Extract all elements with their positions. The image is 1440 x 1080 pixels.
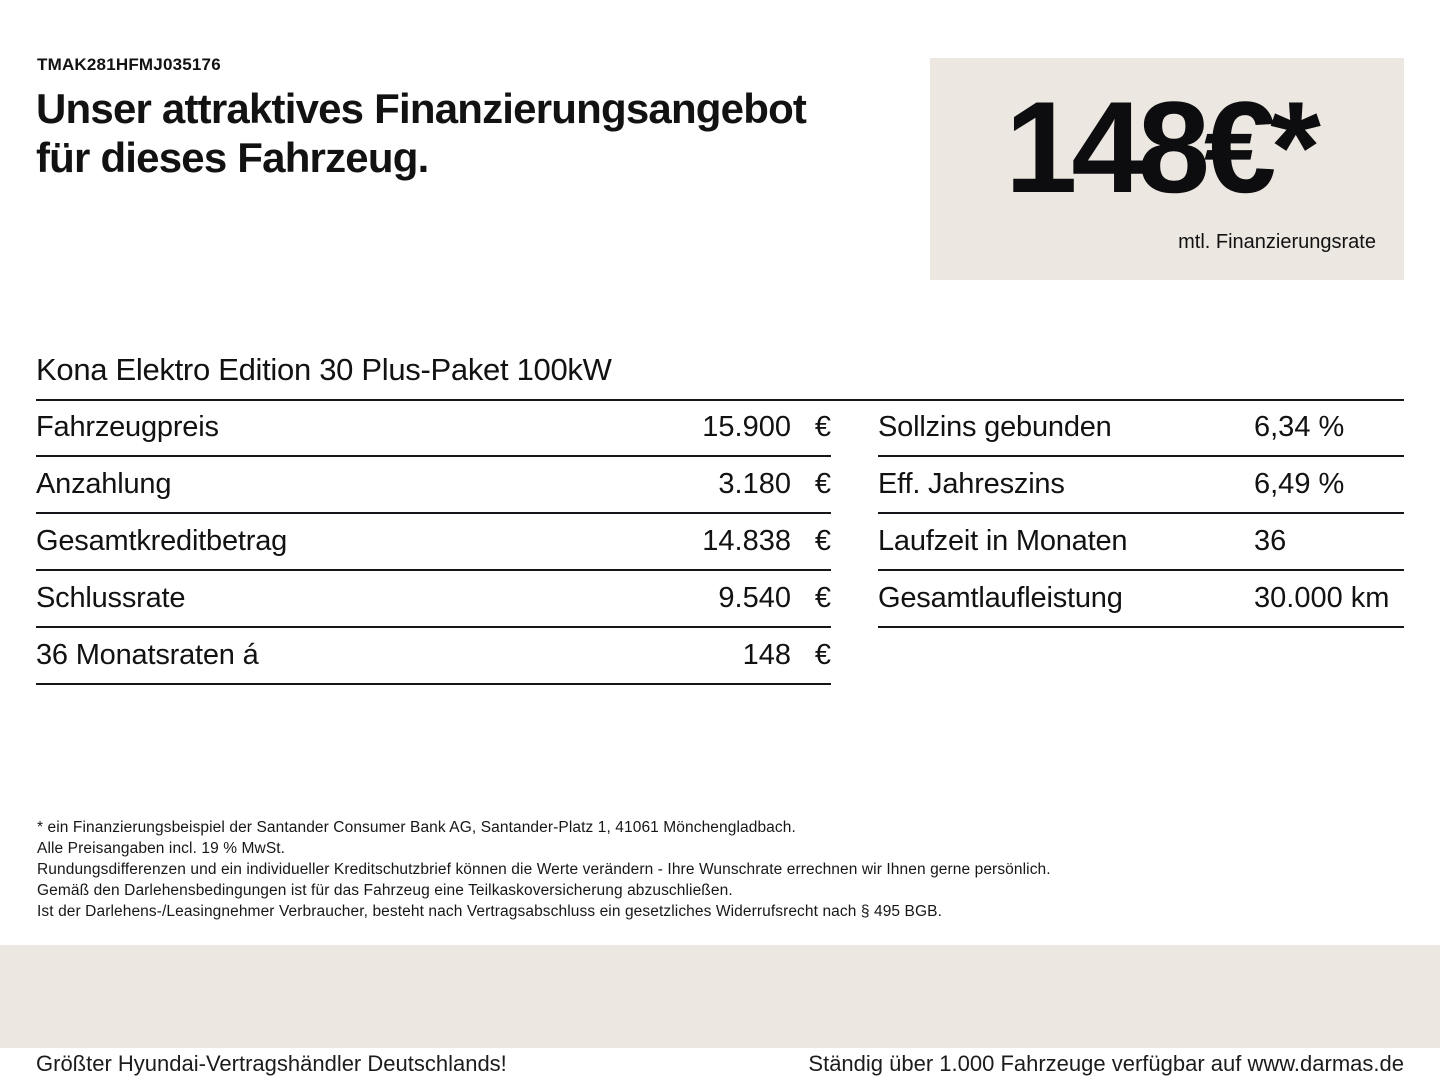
finance-row-anzahlung: Anzahlung 3.180 € — [36, 457, 831, 514]
finance-value: 30.000 km — [1254, 582, 1390, 614]
finance-table: Fahrzeugpreis 15.900 € Anzahlung 3.180 €… — [36, 400, 1404, 685]
disclaimer-line: Gemäß den Darlehensbedingungen ist für d… — [37, 882, 733, 899]
finance-label: Schlussrate — [36, 582, 186, 614]
footer-band: Automobile DARMAS Santander — [0, 945, 1440, 1048]
finance-unit: € — [814, 639, 831, 671]
finance-row-sollzins: Sollzins gebunden 6,34 % — [878, 400, 1404, 457]
finance-row-laufzeit: Laufzeit in Monaten 36 — [878, 514, 1404, 571]
vehicle-vin: TMAK281HFMJ035176 — [37, 55, 221, 74]
page-title-line1: Unser attraktives Finanzierungsangebot — [36, 85, 807, 132]
finance-value: 148 — [742, 639, 791, 671]
dealer-website-text: Ständig über 1.000 Fahrzeuge verfügbar a… — [808, 1051, 1404, 1076]
dealer-claim-text: Größter Hyundai-Vertragshändler Deutschl… — [36, 1051, 507, 1076]
finance-value: 6,34 % — [1254, 411, 1345, 443]
finance-table-right-column: Sollzins gebunden 6,34 % Eff. Jahreszins… — [878, 400, 1404, 628]
vehicle-title: Kona Elektro Edition 30 Plus-Paket 100kW — [36, 352, 612, 387]
finance-unit: € — [814, 525, 831, 557]
finance-unit: € — [814, 468, 831, 500]
monthly-rate-caption: mtl. Finanzierungsrate — [1178, 231, 1376, 253]
finance-row-gesamtlaufleistung: Gesamtlaufleistung 30.000 km — [878, 571, 1404, 628]
bottom-strip: Größter Hyundai-Vertragshändler Deutschl… — [0, 1048, 1440, 1080]
finance-value: 36 — [1254, 525, 1287, 557]
finance-row-fahrzeugpreis: Fahrzeugpreis 15.900 € — [36, 400, 831, 457]
finance-value: 6,49 % — [1254, 468, 1345, 500]
finance-label: Eff. Jahreszins — [878, 468, 1065, 500]
disclaimer-line: * ein Finanzierungsbeispiel der Santande… — [37, 819, 796, 836]
finance-value: 14.838 — [702, 525, 791, 557]
monthly-rate-box: 148€* mtl. Finanzierungsrate — [930, 58, 1404, 280]
disclaimer-block: * ein Finanzierungsbeispiel der Santande… — [37, 817, 1051, 922]
finance-row-schlussrate: Schlussrate 9.540 € — [36, 571, 831, 628]
finance-label: Laufzeit in Monaten — [878, 525, 1128, 557]
finance-unit: € — [814, 411, 831, 443]
finance-value: 3.180 — [718, 468, 791, 500]
finance-row-jahreszins: Eff. Jahreszins 6,49 % — [878, 457, 1404, 514]
finance-row-monatsraten: 36 Monatsraten á 148 € — [36, 628, 831, 685]
page-title: Unser attraktives Finanzierungsangebot f… — [36, 84, 807, 182]
finance-label: Gesamtkreditbetrag — [36, 525, 288, 557]
title-divider — [36, 399, 1404, 401]
finance-value: 9.540 — [718, 582, 791, 614]
disclaimer-line: Rundungsdifferenzen und ein individuelle… — [37, 861, 1051, 878]
finance-row-gesamtkreditbetrag: Gesamtkreditbetrag 14.838 € — [36, 514, 831, 571]
finance-label: 36 Monatsraten á — [36, 639, 259, 671]
disclaimer-line: Alle Preisangaben incl. 19 % MwSt. — [37, 840, 286, 857]
finance-label: Gesamtlaufleistung — [878, 582, 1123, 614]
finance-table-left-column: Fahrzeugpreis 15.900 € Anzahlung 3.180 €… — [36, 400, 831, 685]
finance-value: 15.900 — [702, 411, 791, 443]
monthly-rate-value: 148€* — [1005, 74, 1321, 220]
finance-label: Fahrzeugpreis — [36, 411, 219, 443]
page-title-line2: für dieses Fahrzeug. — [36, 134, 429, 182]
disclaimer-line: Ist der Darlehens-/Leasingnehmer Verbrau… — [37, 903, 942, 920]
finance-label: Anzahlung — [36, 468, 172, 500]
finance-label: Sollzins gebunden — [878, 411, 1112, 443]
finance-unit: € — [814, 582, 831, 614]
